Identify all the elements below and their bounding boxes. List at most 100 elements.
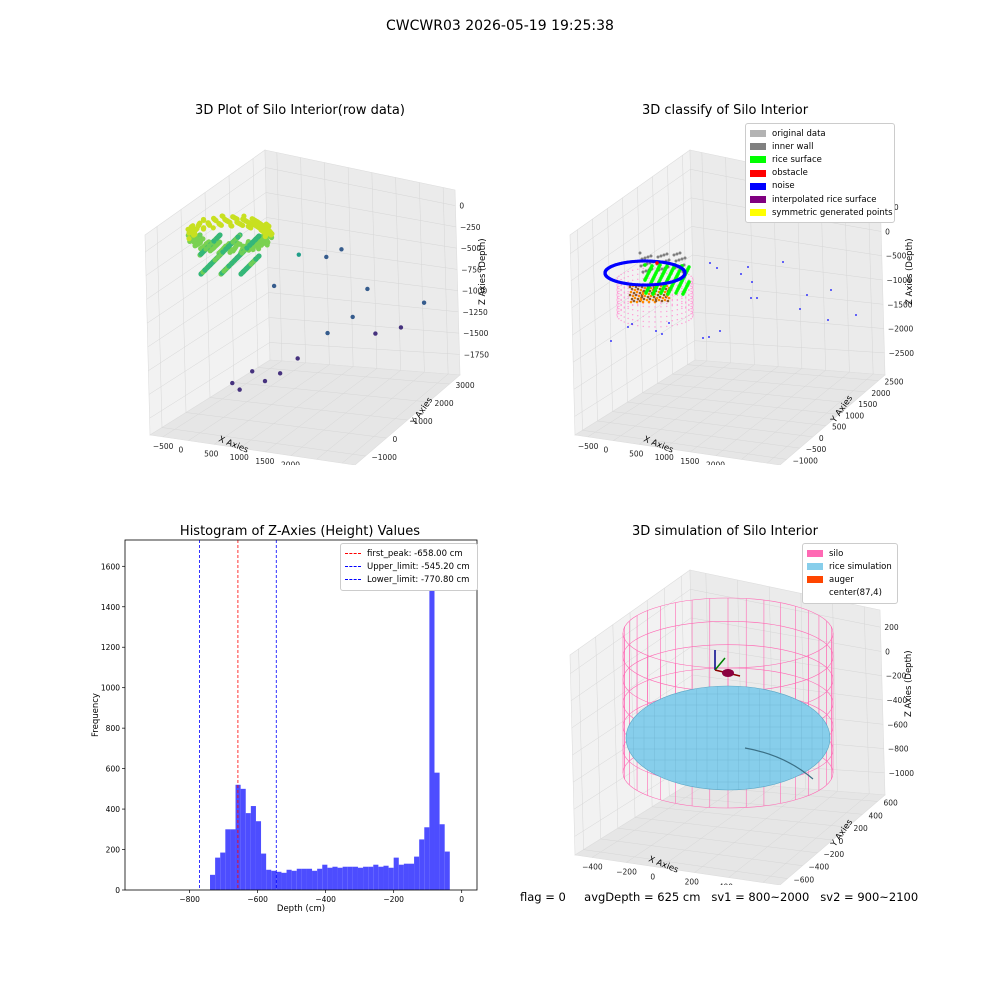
classify-symmetric-point (654, 299, 658, 303)
histogram-y-tick: 200 (106, 846, 121, 855)
raw-scatter-point (350, 314, 355, 320)
raw-ring-point (206, 222, 213, 228)
histogram-bar (225, 829, 231, 890)
histogram-bar (245, 813, 251, 890)
histogram-bar (322, 864, 328, 890)
classify-interpolated-point (685, 297, 687, 299)
raw-x-tick: 2000 (281, 461, 300, 465)
histogram-bar (419, 839, 425, 890)
classify-interpolated-point (666, 315, 668, 318)
histogram-bar (439, 824, 445, 890)
raw-mass-point (226, 263, 232, 269)
raw-scatter-point (325, 330, 330, 336)
histogram-y-tick: 1600 (101, 562, 120, 571)
classify-interpolated-point (627, 270, 629, 273)
classify-interpolated-point (637, 314, 639, 317)
classify-symmetric-point (636, 287, 640, 291)
classify-interpolated-point (671, 303, 673, 306)
classify-interpolated-point (685, 302, 687, 304)
classify-interpolated-point (627, 297, 629, 300)
classify-wall-point (641, 270, 645, 274)
classify-interpolated-point (681, 305, 683, 308)
classify-interpolated-point (690, 295, 692, 297)
classify-symmetric-point (666, 299, 670, 303)
raw-grid (145, 152, 460, 464)
raw-x-tick: 500 (204, 449, 219, 458)
classify-data-points (603, 251, 857, 342)
histogram-bar (230, 829, 236, 890)
raw-x-tick: 0 (178, 446, 183, 455)
cls-x-tick: 1500 (680, 457, 699, 465)
classify-interpolated-point (671, 298, 673, 301)
classify-interpolated-point (691, 297, 694, 299)
sim-y-tick: 600 (884, 798, 899, 807)
raw-y-tick: 3000 (456, 381, 475, 390)
classify-rice-point (664, 266, 668, 270)
histogram-y-tick: 1200 (101, 643, 120, 652)
classify-rice-point (650, 264, 654, 268)
classify-noise-point (610, 340, 612, 342)
classify-interpolated-point (618, 310, 620, 312)
raw-3d-plot: −500050010001500200025003000 −1000010002… (144, 149, 489, 465)
histogram-bar (210, 874, 216, 890)
classify-symmetric-point (662, 293, 666, 297)
histogram-bar (215, 857, 221, 890)
classify-interpolated-point (685, 311, 687, 313)
classify-interpolated-point (631, 319, 634, 321)
histogram-bar (383, 865, 389, 890)
classify-symmetric-point (638, 291, 642, 295)
classify-interpolated-point (616, 311, 619, 313)
classify-interpolated-point (691, 291, 694, 293)
classify-legend-label: rice surface (772, 154, 822, 165)
classify-noise-point (661, 333, 663, 335)
classify-interpolated-point (618, 303, 620, 305)
classify-interpolated-point (681, 322, 683, 325)
classify-legend-swatch (750, 169, 766, 177)
histogram-bar (276, 871, 282, 890)
classify-noise-point (751, 281, 753, 283)
classify-interpolated-point (671, 289, 673, 292)
classify-interpolated-point (627, 285, 629, 288)
histogram-legend: first_peak: -658.00 cm Upper_limit: -545.… (340, 543, 478, 591)
histogram-bar (414, 856, 420, 890)
classify-symmetric-point (634, 293, 638, 297)
classify-interpolated-point (690, 308, 692, 310)
classify-wall-point (683, 256, 687, 260)
cls-x-tick: 2000 (706, 461, 725, 465)
classify-interpolated-point (627, 305, 629, 308)
classify-interpolated-point (690, 305, 692, 307)
cls-y-tick: 500 (832, 423, 847, 432)
classify-interpolated-point (616, 292, 619, 294)
classify-interpolated-point (688, 319, 690, 322)
classify-rice-point (680, 279, 684, 283)
classify-wall-point (646, 255, 650, 259)
classify-symmetric-point (660, 299, 664, 303)
histogram-bar (403, 863, 409, 890)
classify-symmetric-point (652, 295, 656, 299)
classify-wall-point (674, 259, 678, 263)
raw-mass-point (225, 244, 231, 250)
classify-interpolated-point (676, 299, 679, 301)
classify-symmetric-point (667, 296, 671, 300)
classify-interpolated-point (660, 311, 662, 313)
classify-interpolated-point (692, 284, 694, 286)
classify-interpolated-point (690, 318, 692, 320)
classify-interpolated-point (691, 316, 694, 318)
raw-x-tick: 1000 (230, 453, 249, 462)
classify-interpolated-point (618, 308, 620, 310)
raw-ring-point (201, 217, 207, 223)
sim-y-tick: −600 (794, 876, 815, 885)
raw-scatter-point (295, 356, 300, 361)
classify-rice-point (686, 267, 690, 271)
classify-interpolated-point (631, 269, 634, 271)
classify-wall-point (638, 251, 642, 255)
classify-interpolated-point (690, 290, 692, 292)
classify-symmetric-point (633, 296, 637, 300)
classify-interpolated-point (616, 314, 618, 316)
classify-interpolated-point (691, 296, 694, 298)
classify-interpolated-point (676, 314, 679, 316)
classify-interpolated-point (691, 281, 694, 283)
sim-x-tick: −400 (582, 863, 603, 872)
classify-interpolated-point (642, 305, 644, 308)
